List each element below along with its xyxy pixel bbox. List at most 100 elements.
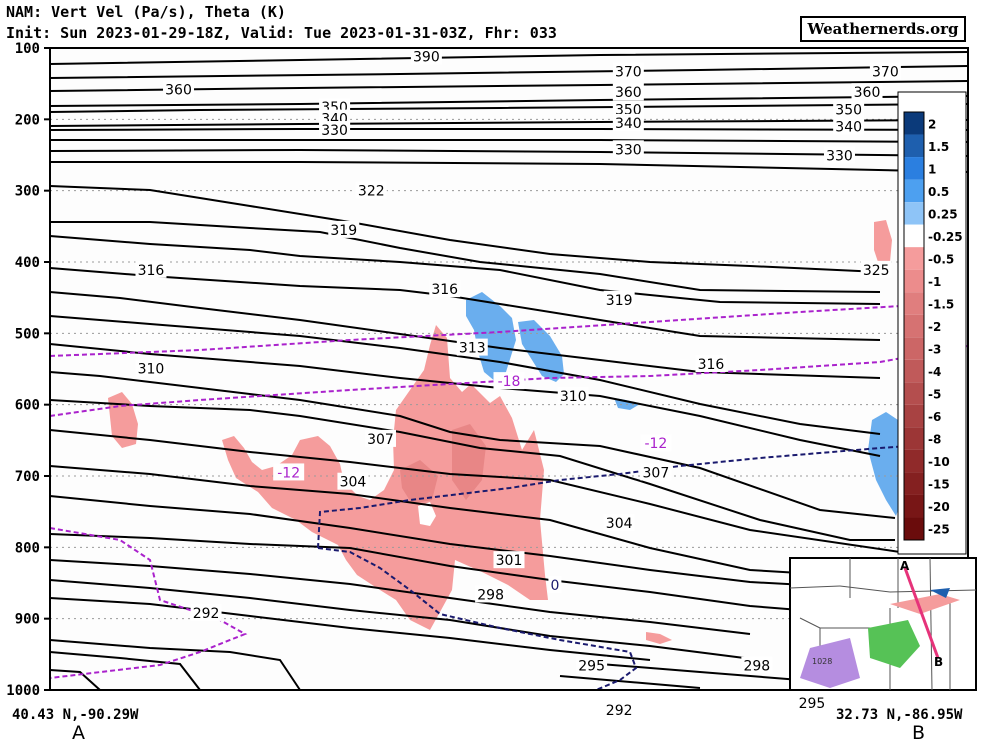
- theta-label-13: 330: [615, 142, 642, 158]
- theta-label-23: 310: [138, 361, 165, 377]
- inset-label-b: B: [934, 655, 943, 669]
- theta-label-8: 350: [835, 102, 862, 118]
- chart-subtitle: Init: Sun 2023-01-29-18Z, Valid: Tue 202…: [6, 24, 557, 42]
- legend-frame: [903, 111, 925, 541]
- theta-label-11: 340: [835, 119, 862, 135]
- theta-isentrope-8: [49, 148, 969, 157]
- theta-label-36: 292: [606, 703, 633, 719]
- theta-isentrope-27: [49, 651, 201, 691]
- theta-label-4: 360: [615, 85, 642, 101]
- theta-label-35-bg: [796, 693, 828, 711]
- theta-label-11-bg: [833, 117, 865, 135]
- legend-swatch-11: [904, 359, 924, 383]
- y-tick-label-400: 400: [15, 255, 40, 271]
- legend-swatch-3: [904, 179, 924, 203]
- theta-isentrope-7: [50, 139, 969, 143]
- theta-label-23-bg: [135, 359, 167, 377]
- y-tick-label-200: 200: [15, 112, 40, 128]
- theta-label-10: 340: [615, 116, 642, 132]
- inset-precip-green: [868, 620, 920, 668]
- isotherm-zero: [317, 441, 969, 549]
- temp-label-1: -12: [277, 465, 300, 481]
- theta-label-19: 319: [606, 293, 633, 309]
- legend-label-12: -5: [928, 388, 941, 402]
- legend-label-10: -3: [928, 343, 941, 357]
- theta-label-35: 295: [799, 696, 826, 712]
- legend-swatch-15: [904, 449, 924, 473]
- theta-isentrope-26: [49, 639, 301, 691]
- theta-label-24-bg: [557, 387, 589, 405]
- theta-isentrope-12: [49, 235, 881, 305]
- temp-label-2: -12: [644, 436, 667, 452]
- theta-label-19-bg: [603, 290, 635, 308]
- theta-label-5: 360: [854, 85, 881, 101]
- brand-logo[interactable]: Weathernerds.org: [800, 16, 966, 42]
- inset-border-5: [929, 557, 933, 691]
- theta-label-31: 298: [477, 587, 504, 603]
- theta-isentrope-19: [49, 429, 901, 553]
- theta-label-24: 310: [560, 389, 587, 405]
- temp-label-0: -18: [498, 374, 521, 390]
- legend-label-6: -0.5: [928, 252, 954, 266]
- inset-precip-red: [890, 594, 960, 614]
- theta-label-8-bg: [833, 100, 865, 118]
- theta-isentrope-10: [49, 185, 881, 273]
- theta-label-32: 298: [743, 659, 770, 675]
- legend-swatch-7: [904, 269, 924, 293]
- theta-label-4-bg: [612, 83, 644, 101]
- theta-label-20: 325: [863, 263, 890, 279]
- theta-label-5-bg: [851, 83, 883, 101]
- theta-label-22: 316: [698, 357, 725, 373]
- legend-swatch-1: [904, 134, 924, 158]
- theta-label-7-bg: [612, 100, 644, 118]
- theta-label-0-bg: [410, 47, 442, 65]
- y-tick-label-100: 100: [15, 41, 40, 57]
- legend-swatch-8: [904, 292, 924, 315]
- theta-label-17-bg: [135, 260, 167, 278]
- theta-isentrope-15: [49, 315, 881, 435]
- theta-label-27-bg: [337, 472, 369, 490]
- theta-label-28: 304: [606, 516, 633, 532]
- inset-transect-line: [903, 567, 940, 659]
- theta-isentrope-24: [49, 579, 761, 661]
- theta-label-21-bg: [456, 338, 488, 356]
- legend-label-1: 1.5: [928, 140, 949, 154]
- theta-isentrope-0: [49, 51, 969, 65]
- theta-label-18: 316: [431, 282, 458, 298]
- theta-label-33-bg: [190, 603, 222, 621]
- theta-isentrope-6: [49, 128, 969, 131]
- ascent-region-3: [868, 412, 904, 516]
- start-coordinate: 40.43 N,-90.29W: [12, 707, 139, 723]
- descent-region-3: [646, 632, 672, 644]
- y-tick-label-900: 900: [15, 612, 40, 628]
- point-a-label: A: [72, 722, 85, 744]
- legend-swatch-2: [904, 157, 924, 180]
- theta-label-3-bg: [163, 80, 195, 98]
- theta-label-21: 313: [459, 341, 486, 357]
- legend-label-5: -0.25: [928, 230, 963, 244]
- theta-isentrope-22: [49, 533, 851, 615]
- theta-isentrope-14: [49, 291, 881, 379]
- theta-label-26-bg: [640, 463, 672, 481]
- theta-label-1-bg: [612, 62, 644, 80]
- theta-label-20-bg: [860, 260, 892, 278]
- legend-label-8: -1.5: [928, 297, 954, 311]
- legend-label-3: 0.5: [928, 185, 949, 199]
- legend-swatch-5: [904, 224, 924, 248]
- isotherm-zero-lower: [317, 547, 638, 691]
- descent-core-1: [452, 424, 486, 500]
- theta-label-26: 307: [643, 465, 670, 481]
- gap-region: [418, 502, 436, 526]
- ascent-region-0: [466, 292, 516, 382]
- y-tick-label-1000: 1000: [6, 683, 40, 699]
- temp-label-1-bg: [273, 463, 305, 481]
- theta-label-2: 370: [872, 65, 899, 81]
- isotherm-minus18: [49, 301, 969, 357]
- y-tick-label-300: 300: [15, 184, 40, 200]
- inset-border-0: [789, 585, 841, 589]
- legend-swatch-18: [904, 517, 924, 540]
- y-tick-label-800: 800: [15, 540, 40, 556]
- theta-label-13-bg: [612, 140, 644, 158]
- descent-region-0: [222, 325, 548, 630]
